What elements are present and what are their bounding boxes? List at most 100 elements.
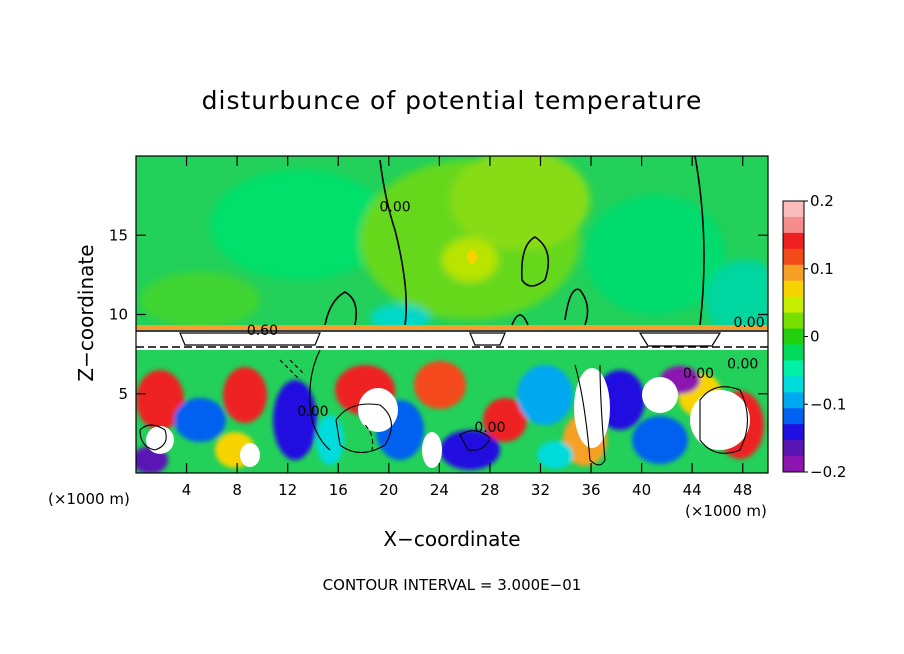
contour-line: [379, 159, 408, 326]
x-tick-label: 12: [278, 481, 297, 499]
colorbar-swatch: [783, 280, 804, 298]
contour-line: [699, 386, 748, 454]
turbulent-blob: [136, 370, 184, 430]
turbulent-blob: [223, 367, 267, 423]
y-tick-label: 15: [109, 226, 128, 244]
contour-line: [638, 332, 722, 347]
white-patch: [358, 388, 398, 432]
colorbar-swatch: [783, 424, 804, 441]
x-tick-label: 24: [430, 481, 449, 499]
contour-line: [179, 332, 321, 346]
colorbar-swatch: [783, 360, 804, 377]
x-tick-label: 16: [329, 481, 348, 499]
colorbar-swatch: [783, 328, 804, 345]
contour-line: [694, 156, 705, 326]
plot-field: 0.00 0.00 0.00 0.00 0.00 0.00 0.60: [136, 156, 768, 473]
x-tick-label: 32: [531, 481, 550, 499]
turbulent-blob: [316, 415, 344, 465]
x-tick-label: 20: [379, 481, 398, 499]
contour-line: [364, 424, 374, 451]
contour-line: [459, 430, 491, 451]
contour-lines: [136, 156, 768, 466]
y-axis-label: Z−coordinate: [74, 244, 98, 382]
colorbar-swatch: [783, 312, 804, 330]
contour-label: 0.00: [683, 366, 714, 382]
upper-blob: [210, 170, 390, 280]
colorbar-swatch: [783, 376, 804, 393]
contour-line: [511, 314, 529, 326]
contour-label: 0.00: [380, 199, 411, 215]
white-patch: [240, 443, 260, 467]
colorbar: [783, 201, 804, 473]
x-tick-label: 36: [581, 481, 600, 499]
y-axis-ticks: 5 10 15: [109, 226, 768, 403]
contour-line: [574, 364, 606, 466]
colorbar-swatch: [783, 344, 804, 361]
upper-peak: [467, 250, 477, 264]
white-patch: [690, 390, 750, 450]
white-patch: [574, 368, 610, 448]
contour-line: [139, 424, 167, 451]
colorbar-ticks: 0.2 0.1 0 −0.1 −0.2: [804, 192, 846, 481]
white-patches: [146, 368, 750, 468]
contour-label: 0.00: [733, 315, 764, 331]
colorbar-swatch: [783, 408, 804, 425]
contour-line: [324, 291, 358, 326]
x-tick-label: 40: [632, 481, 651, 499]
colorbar-swatch: [783, 248, 804, 266]
contour-line: [564, 288, 589, 326]
colorbar-tick-label: −0.1: [810, 395, 846, 413]
x-unit-label: (×1000 m): [48, 490, 130, 508]
x-tick-label: 28: [480, 481, 499, 499]
upper-blob: [585, 195, 725, 315]
upper-blob: [705, 260, 768, 340]
contour-line: [279, 359, 306, 381]
x-tick-label: 8: [232, 481, 242, 499]
turbulent-blob: [414, 361, 466, 409]
contour-label: 0.60: [247, 323, 278, 339]
colorbar-tick-label: 0.1: [810, 260, 834, 278]
contour-line: [309, 349, 331, 451]
contour-label: 0.00: [474, 420, 505, 436]
contour-labels: 0.00 0.00 0.00 0.00 0.00 0.00 0.60: [247, 199, 765, 435]
white-patch: [642, 377, 678, 413]
turbulent-blob: [517, 365, 573, 425]
contour-label: 0.00: [727, 356, 758, 372]
y-tick-label: 10: [109, 306, 128, 324]
colorbar-tick-label: 0.2: [810, 192, 834, 210]
y-tick-label: 5: [118, 385, 128, 403]
colorbar-swatch: [783, 201, 804, 218]
colorbar-swatch: [783, 232, 804, 250]
x-tick-label: 48: [733, 481, 752, 499]
turbulent-blob: [632, 416, 688, 464]
inversion-band: [136, 325, 768, 330]
colorbar-tick-label: −0.2: [810, 463, 846, 481]
white-patch: [422, 432, 442, 468]
colorbar-swatch: [783, 264, 804, 282]
colorbar-swatch: [783, 392, 804, 409]
turbulent-blob: [537, 441, 573, 469]
turbulent-blob: [483, 398, 527, 442]
contour-line: [335, 403, 392, 454]
chart-title: disturbunce of potential temperature: [201, 86, 703, 115]
contour-label: 0.00: [297, 404, 328, 420]
x-axis-ticks: 4 8 12 16 20 24 28 32 36 40 44 48: [182, 156, 752, 499]
colorbar-swatch: [783, 456, 804, 473]
turbulent-blob: [273, 380, 317, 460]
colorbar-swatch: [783, 216, 804, 234]
colorbar-tick-label: 0: [810, 328, 820, 346]
colorbar-swatch: [783, 440, 804, 457]
upper-blob: [450, 156, 590, 250]
x-axis-label: X−coordinate: [383, 527, 521, 551]
colorbar-swatch: [783, 296, 804, 314]
white-patch: [146, 426, 174, 454]
contour-line: [520, 236, 550, 287]
x-tick-label: 4: [182, 481, 192, 499]
contour-line: [469, 332, 506, 346]
turbulent-blob: [174, 398, 226, 442]
contour-interval-text: CONTOUR INTERVAL = 3.000E−01: [322, 576, 582, 594]
x-unit-label-right: (×1000 m): [685, 502, 767, 520]
x-tick-label: 44: [683, 481, 702, 499]
upper-blob: [140, 272, 260, 328]
